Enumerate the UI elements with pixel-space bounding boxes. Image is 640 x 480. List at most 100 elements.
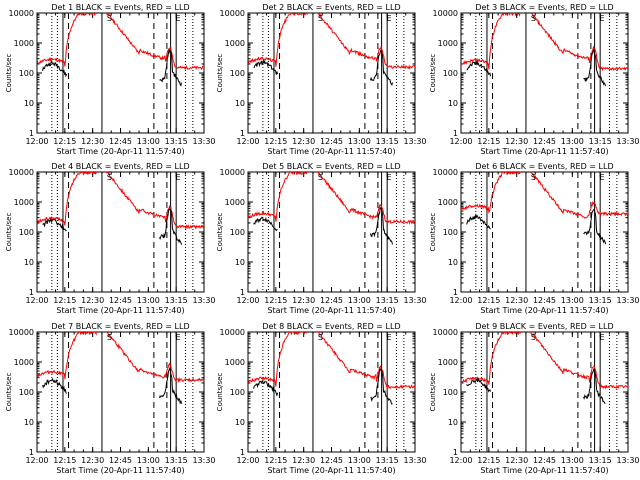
y-tick-label: 1000 bbox=[225, 198, 245, 207]
y-tick-label: 100 bbox=[230, 69, 245, 78]
panel-title: Det 6 BLACK = Events, RED = LLD bbox=[475, 162, 613, 171]
plot-frame bbox=[460, 331, 629, 453]
y-tick-label: 1 bbox=[29, 288, 34, 297]
marker-letter: S bbox=[531, 333, 536, 342]
marker-lines bbox=[461, 13, 628, 133]
panel-7: 1 10 100 1000 10000 12:00 12:15 12:30 12:45 13:00… bbox=[5, 322, 216, 475]
y-axis-title: Counts/sec bbox=[429, 213, 437, 252]
plot-frame bbox=[36, 331, 205, 453]
x-axis-title: Start Time (20-Apr-11 11:57:40) bbox=[480, 147, 608, 156]
y-tick-label: 1000 bbox=[14, 39, 34, 48]
series-events-line bbox=[42, 49, 182, 87]
y-tick-label: 10 bbox=[235, 99, 245, 108]
marker-letter: E bbox=[386, 333, 391, 342]
x-tick-label: 13:00 bbox=[348, 296, 371, 305]
y-tick-label: 1 bbox=[240, 129, 245, 138]
panel-title: Det 9 BLACK = Events, RED = LLD bbox=[475, 322, 613, 331]
x-tick-label: 13:00 bbox=[561, 137, 584, 146]
y-tick-label: 1000 bbox=[225, 39, 245, 48]
marker-letter: E bbox=[599, 14, 604, 23]
x-tick-label: 12:15 bbox=[53, 456, 76, 465]
x-tick-label: 12:15 bbox=[477, 296, 500, 305]
x-axis-title: Start Time (20-Apr-11 11:57:40) bbox=[267, 466, 395, 475]
x-tick-label: 13:15 bbox=[376, 296, 399, 305]
plot-frame bbox=[460, 12, 629, 134]
x-axis-title: Start Time (20-Apr-11 11:57:40) bbox=[56, 466, 184, 475]
marker-lines bbox=[248, 13, 415, 133]
y-tick-label: 10000 bbox=[9, 9, 34, 18]
x-tick-label: 12:45 bbox=[109, 456, 132, 465]
y-axis-title: Counts/sec bbox=[216, 54, 224, 93]
x-tick-label: 12:15 bbox=[264, 137, 287, 146]
y-tick-label: 1000 bbox=[14, 358, 34, 367]
y-tick-label: 1000 bbox=[225, 358, 245, 367]
x-tick-label: 13:30 bbox=[192, 456, 215, 465]
x-tick-label: 13:15 bbox=[589, 137, 612, 146]
x-tick-label: 12:45 bbox=[320, 296, 343, 305]
marker-letter: E bbox=[175, 14, 180, 23]
y-axis-title: Counts/sec bbox=[429, 54, 437, 93]
y-tick-label: 1000 bbox=[14, 198, 34, 207]
y-tick-label: 1000 bbox=[438, 39, 458, 48]
y-tick-label: 10 bbox=[24, 418, 34, 427]
x-tick-label: 13:30 bbox=[616, 137, 639, 146]
y-tick-label: 10000 bbox=[433, 168, 458, 177]
marker-letter: S bbox=[107, 333, 112, 342]
x-tick-label: 13:30 bbox=[192, 296, 215, 305]
series-lld-line bbox=[248, 13, 415, 70]
x-tick-label: 12:45 bbox=[109, 137, 132, 146]
panel-title: Det 1 BLACK = Events, RED = LLD bbox=[51, 3, 189, 12]
x-tick-label: 12:00 bbox=[25, 137, 48, 146]
x-tick-label: 12:15 bbox=[477, 137, 500, 146]
series-events-line bbox=[253, 49, 393, 86]
y-tick-label: 100 bbox=[19, 69, 34, 78]
y-tick-label: 10 bbox=[448, 99, 458, 108]
y-axis-title: Counts/sec bbox=[429, 373, 437, 412]
x-tick-label: 12:00 bbox=[236, 137, 259, 146]
x-tick-label: 13:30 bbox=[403, 137, 426, 146]
y-tick-label: 10000 bbox=[433, 328, 458, 337]
marker-lines bbox=[461, 172, 628, 292]
x-tick-label: 13:30 bbox=[192, 137, 215, 146]
x-tick-label: 12:30 bbox=[505, 296, 528, 305]
y-tick-label: 100 bbox=[443, 388, 458, 397]
x-tick-label: 13:15 bbox=[376, 137, 399, 146]
series-lld-line bbox=[461, 332, 628, 390]
y-tick-label: 10 bbox=[24, 99, 34, 108]
y-axis-title: Counts/sec bbox=[5, 373, 13, 412]
marker-letter: S bbox=[531, 14, 536, 23]
x-tick-label: 12:45 bbox=[320, 456, 343, 465]
series-lld-line bbox=[37, 172, 204, 230]
series-events-line bbox=[42, 366, 182, 404]
x-tick-label: 12:00 bbox=[449, 456, 472, 465]
series-events-line bbox=[253, 207, 393, 245]
y-tick-label: 100 bbox=[230, 228, 245, 237]
y-tick-label: 100 bbox=[443, 228, 458, 237]
x-tick-label: 13:00 bbox=[137, 137, 160, 146]
x-tick-label: 12:30 bbox=[292, 296, 315, 305]
marker-letter: E bbox=[175, 173, 180, 182]
x-tick-label: 12:30 bbox=[292, 137, 315, 146]
x-axis-title: Start Time (20-Apr-11 11:57:40) bbox=[56, 147, 184, 156]
marker-lines bbox=[37, 13, 204, 133]
y-tick-label: 100 bbox=[19, 228, 34, 237]
y-axis-title: Counts/sec bbox=[5, 213, 13, 252]
panel-6: 1 10 100 1000 10000 12:00 12:15 12:30 12:45 13:00… bbox=[429, 162, 640, 315]
series-lld-line bbox=[37, 332, 204, 384]
series-events-line bbox=[42, 208, 182, 245]
panel-4: 1 10 100 1000 10000 12:00 12:15 12:30 12:45 13:00… bbox=[5, 162, 216, 315]
y-tick-label: 10000 bbox=[9, 328, 34, 337]
panel-title: Det 3 BLACK = Events, RED = LLD bbox=[475, 3, 613, 12]
y-tick-label: 10 bbox=[24, 258, 34, 267]
x-tick-label: 12:00 bbox=[236, 296, 259, 305]
y-axis-title: Counts/sec bbox=[5, 54, 13, 93]
y-tick-label: 1000 bbox=[438, 198, 458, 207]
x-tick-label: 13:30 bbox=[616, 296, 639, 305]
y-tick-label: 10 bbox=[448, 258, 458, 267]
series-events-line bbox=[466, 48, 606, 87]
y-tick-label: 1000 bbox=[438, 358, 458, 367]
x-tick-label: 13:15 bbox=[165, 137, 188, 146]
y-tick-label: 10000 bbox=[220, 9, 245, 18]
x-tick-label: 13:00 bbox=[348, 137, 371, 146]
